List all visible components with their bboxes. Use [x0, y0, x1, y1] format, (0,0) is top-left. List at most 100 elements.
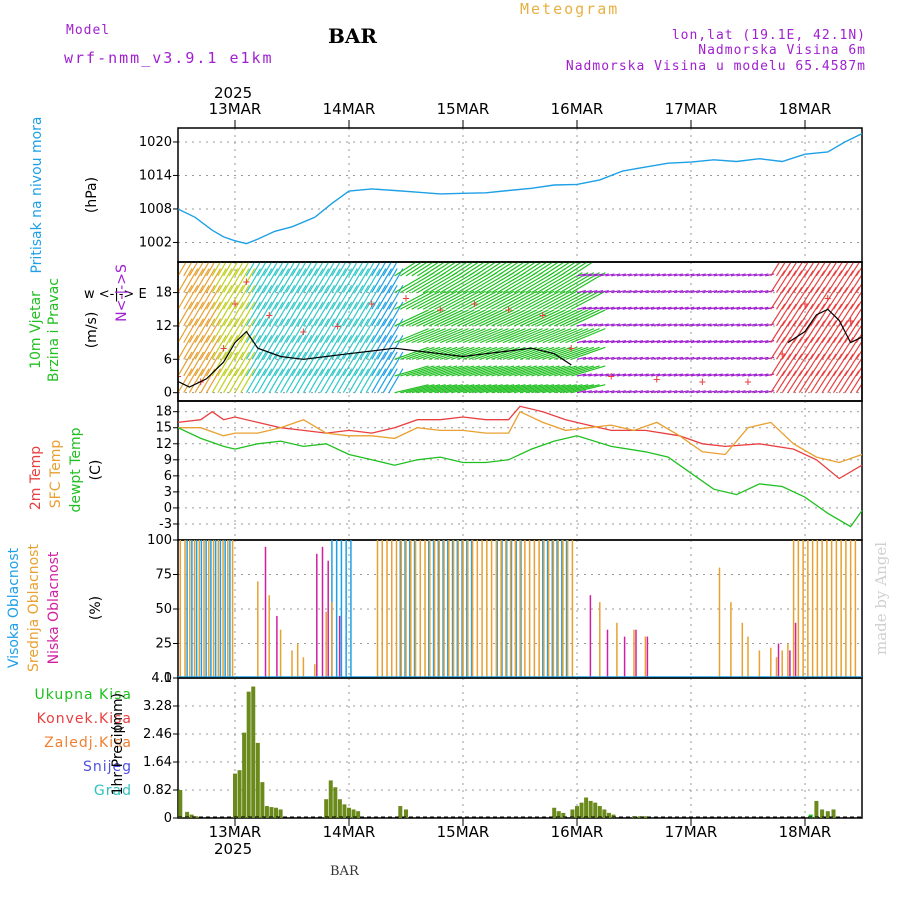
- wind-vector: [685, 373, 695, 377]
- wind-vector: [548, 328, 583, 344]
- wind-vector: [331, 368, 347, 393]
- wind-vector: [633, 356, 644, 360]
- wind-vector: [479, 384, 515, 394]
- wind-vector: [713, 306, 723, 310]
- wind-vector: [719, 273, 729, 277]
- wind-vector: [342, 368, 358, 393]
- wind-vector: [468, 328, 503, 344]
- wind-vector: [719, 390, 729, 394]
- wind-vector: [850, 340, 862, 360]
- wind-vector: [462, 309, 498, 327]
- wind-vector: [257, 262, 267, 277]
- wind-vector: [223, 368, 239, 393]
- wind-vector: [576, 373, 587, 377]
- wind-vector: [285, 318, 301, 343]
- temp-2m-label: 2m Temp: [28, 446, 44, 510]
- wind-vector: [536, 262, 560, 277]
- wind-vector: [810, 336, 826, 360]
- wind-vector: [399, 262, 423, 277]
- wind-vector: [285, 268, 301, 293]
- wind-vector: [262, 262, 273, 277]
- wind-vector: [855, 315, 862, 327]
- wind-vector: [759, 373, 769, 377]
- wind-vector: [650, 373, 661, 377]
- wind-vector: [690, 273, 701, 277]
- wind-vector: [337, 284, 353, 310]
- precip-legend-item: Konvek.Kisa: [37, 711, 132, 727]
- wind-vector: [519, 262, 543, 277]
- wind-vector: [742, 340, 752, 344]
- wind-vector: [382, 301, 398, 327]
- model-label: Model: [66, 23, 110, 38]
- wind-vector: [571, 290, 606, 310]
- wind-vector: [354, 368, 370, 393]
- wind-vector: [228, 284, 244, 310]
- gust-marker: +: [231, 297, 238, 311]
- wind-vector: [194, 334, 210, 360]
- wind-vector: [342, 301, 358, 327]
- wind-vector: [542, 272, 578, 294]
- wind-vector: [571, 384, 606, 394]
- wind-vector: [690, 289, 701, 294]
- wind-vector: [479, 328, 515, 344]
- wind-vector: [217, 351, 233, 377]
- wind-vector: [228, 268, 244, 293]
- wind-vector: [445, 365, 481, 377]
- wind-vector: [650, 323, 661, 327]
- wind-vector: [844, 303, 860, 327]
- cloud-high-label: Visoka Oblacnost: [6, 547, 22, 668]
- wind-vector: [787, 270, 803, 293]
- wind-vector: [217, 268, 233, 293]
- wind-vector: [702, 273, 712, 277]
- gust-marker: +: [744, 375, 751, 389]
- wind-vector: [205, 268, 222, 293]
- wind-vector: [565, 346, 600, 360]
- wind-vector: [468, 262, 492, 277]
- wind-vector: [188, 268, 204, 293]
- wind-vector: [656, 323, 666, 327]
- wind-vector: [770, 286, 786, 310]
- wind-vector: [462, 262, 486, 277]
- wind-vector: [371, 334, 387, 360]
- wind-vector: [205, 284, 222, 310]
- wind-vector: [725, 390, 735, 394]
- y-tick-label: 0.82: [143, 783, 172, 798]
- wind-vector: [696, 390, 706, 394]
- precip-bar: [274, 807, 279, 818]
- wind-vector: [838, 262, 849, 277]
- wind-axis-label-2: Brzina i Pravac: [46, 278, 62, 382]
- wind-vector: [764, 340, 775, 344]
- wind-vector: [194, 284, 210, 310]
- wind-vector: [850, 306, 862, 327]
- wind-vector: [280, 318, 296, 343]
- wind-vector: [725, 306, 735, 310]
- wind-vector: [474, 328, 509, 344]
- panel-frame: [177, 677, 863, 819]
- wind-vector: [821, 353, 837, 377]
- wind-vector: [183, 318, 199, 343]
- wind-vector: [565, 365, 600, 377]
- wind-vector: [565, 262, 589, 277]
- wind-vector: [787, 336, 803, 360]
- wind-vector: [445, 272, 481, 294]
- precip-bar: [269, 807, 274, 818]
- wind-vector: [753, 306, 763, 310]
- wind-vector: [764, 289, 775, 294]
- wind-vector: [457, 365, 492, 377]
- wind-vector: [593, 390, 604, 394]
- wind-vector: [781, 286, 797, 310]
- wind-vector: [439, 290, 475, 310]
- wind-vector: [257, 334, 273, 360]
- wind-vector: [262, 368, 279, 393]
- wind-vector: [365, 351, 381, 377]
- wind-vector: [662, 306, 672, 310]
- wind-vector: [719, 306, 729, 310]
- wind-vector: [650, 289, 661, 294]
- wind-vector: [513, 272, 549, 294]
- meteogram-label: Meteogram: [520, 0, 619, 18]
- wind-vector: [337, 301, 353, 327]
- wind-vector: [702, 289, 712, 294]
- gust-marker: +: [243, 274, 250, 288]
- wind-vector: [679, 390, 689, 394]
- wind-vector: [411, 346, 446, 360]
